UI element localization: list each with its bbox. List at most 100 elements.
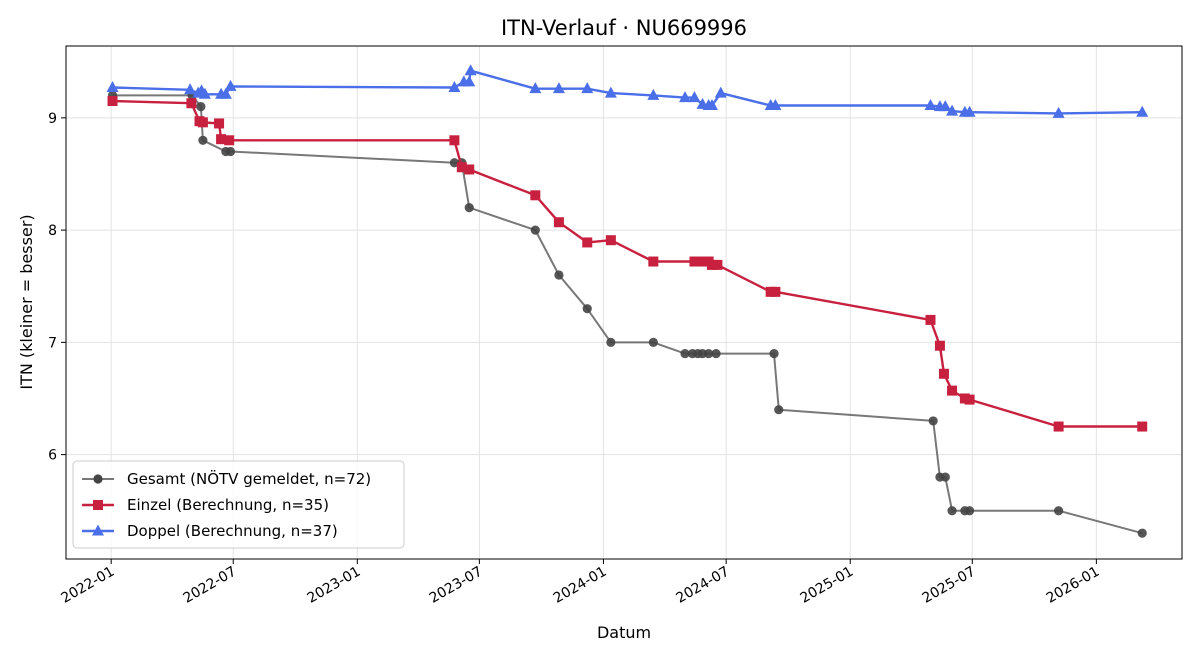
series-3 [106,64,1149,118]
data-point [647,88,660,100]
data-point [581,82,594,94]
data-point [216,134,227,145]
data-point [107,96,118,107]
data-point [464,164,475,175]
series-layer [106,64,1149,538]
data-point [697,256,708,267]
data-point [1136,105,1149,117]
data-point [219,87,232,99]
data-point [711,348,721,359]
data-point [947,385,958,396]
data-point [648,337,658,347]
legend-label: Einzel (Berechnung, n=35) [127,496,329,514]
data-point [530,225,540,235]
data-point [464,64,477,76]
legend-marker [92,524,104,536]
data-point [448,81,461,93]
data-point [464,203,474,213]
series-2 [107,96,1148,432]
series-line [112,99,1143,428]
data-point [963,105,976,117]
data-point [184,83,197,95]
data-point [606,337,616,347]
legend: Gesamt (NÖTV gemeldet, n=72) Einzel (Bere… [72,460,405,549]
data-point [704,348,714,359]
data-point [770,286,781,297]
data-point [449,158,460,168]
data-point [582,304,592,314]
data-point [947,506,957,516]
data-point [964,394,975,405]
data-point [769,98,782,110]
data-point [946,104,959,116]
data-point [769,348,779,359]
data-point [940,472,950,482]
x-tick-label: 2022-07 [181,564,240,607]
data-point [679,91,692,103]
x-tick-label: 2023-07 [427,564,486,607]
data-point [1052,106,1065,118]
y-tick-label: 7 [48,335,57,351]
x-tick-label: 2023-01 [305,564,364,607]
data-point [196,102,206,112]
data-point [928,416,938,426]
data-point [582,237,593,248]
data-point [924,98,937,110]
legend-marker [93,500,103,510]
data-point [939,100,952,112]
x-tick-label: 2026-01 [1044,564,1103,607]
x-axis-ticks: 2022-01 2022-07 2023-01 2023-07 2024-01 2024-… [59,559,1103,607]
data-point [456,162,467,173]
data-point [225,146,236,157]
data-point [214,118,225,129]
y-tick-label: 6 [48,448,57,464]
x-tick-label: 2025-07 [920,564,979,607]
x-tick-label: 2024-01 [551,564,610,607]
legend-box [72,460,405,549]
data-point [938,368,949,379]
data-point [554,270,564,280]
data-point [706,259,717,270]
chart-title: ITN-Verlauf · NU669996 [501,16,747,40]
data-point [964,506,975,516]
y-tick-label: 8 [48,223,57,239]
data-point [198,135,208,145]
y-axis-label: ITN (kleiner = besser) [17,214,36,389]
data-point [1053,506,1064,516]
legend-label: Gesamt (NÖTV gemeldet, n=72) [127,469,371,488]
y-tick-label: 9 [48,111,57,127]
grid [66,46,1182,559]
series-line [112,69,1143,115]
data-point [463,75,476,87]
data-point [1053,421,1064,432]
data-point [1137,528,1147,538]
legend-marker [93,474,103,484]
x-tick-label: 2025-01 [798,564,857,607]
data-point [186,98,197,109]
data-point [197,117,208,128]
y-axis-ticks: 6 7 8 9 [48,111,66,464]
data-point [604,86,617,98]
x-tick-label: 2024-07 [673,564,732,607]
data-point [648,256,659,267]
data-point [934,340,945,351]
data-point [689,256,700,267]
data-point [680,348,690,359]
data-point [106,81,119,93]
legend-label: Doppel (Berechnung, n=37) [127,522,338,540]
plot-frame [65,45,1183,560]
data-point [552,82,565,94]
data-point [224,79,237,91]
data-point [605,235,616,246]
data-point [1137,421,1148,432]
x-tick-label: 2022-01 [59,564,118,607]
data-point [553,217,564,228]
data-point [714,86,727,98]
data-point [712,259,723,270]
data-point [198,87,211,99]
data-point [774,405,784,415]
series-1 [107,90,1147,538]
x-axis-label: Datum [597,623,651,642]
data-point [705,98,718,110]
